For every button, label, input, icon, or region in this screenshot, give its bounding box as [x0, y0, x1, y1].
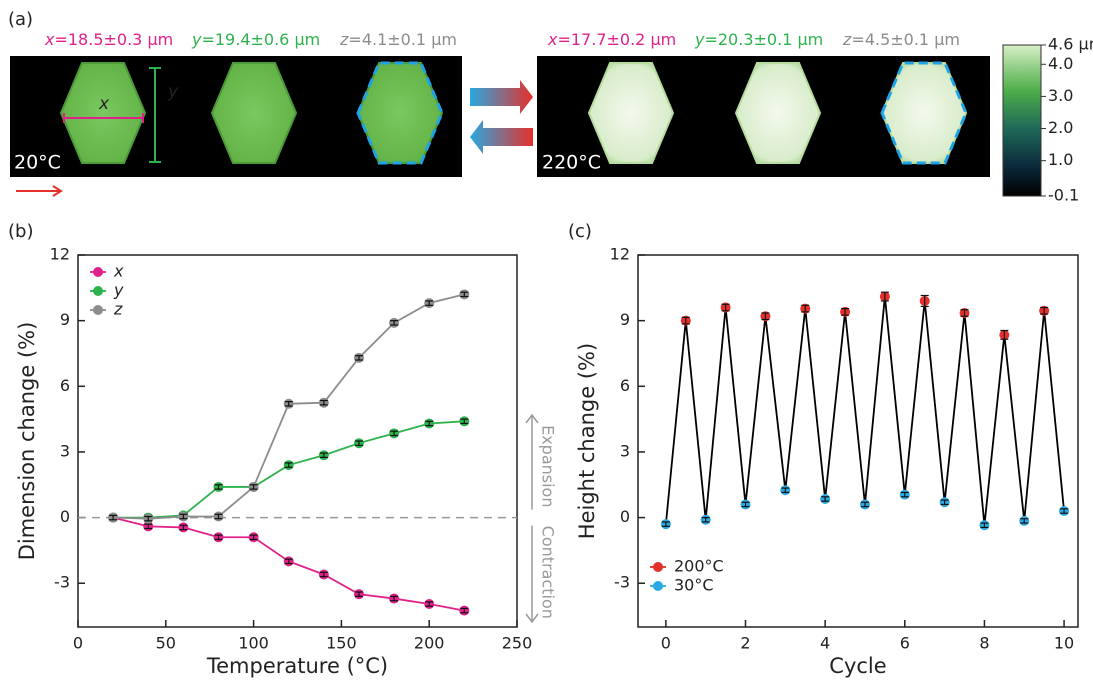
- y-tick-label: 6: [620, 376, 630, 395]
- crystal: [587, 62, 675, 164]
- x-tick-label: 0: [661, 634, 671, 653]
- colorbar-tick-label: 3.0: [1048, 86, 1073, 105]
- x-tick-label: 200: [414, 634, 445, 653]
- legend-label: 30°C: [674, 576, 714, 595]
- colorbar-tick-label: -0.1: [1048, 186, 1079, 205]
- panel-label: (c): [568, 221, 592, 242]
- dimension-symbol: y: [694, 30, 705, 49]
- y-tick-label: 9: [620, 310, 630, 329]
- x-tick-label: 0: [73, 634, 83, 653]
- panel-label: (a): [8, 9, 33, 30]
- y-tick-label: 0: [620, 507, 630, 526]
- x-tick-label: 50: [156, 634, 176, 653]
- dimension-label: y=20.3±0.1 μm: [694, 30, 823, 49]
- dimension-label: x=17.7±0.2 μm: [547, 30, 676, 49]
- y-tick-label: 12: [610, 245, 630, 264]
- dimension-symbol: y: [191, 30, 202, 49]
- x-tick-label: 8: [979, 634, 989, 653]
- heating-arrow: [470, 80, 533, 114]
- legend-marker: [653, 562, 663, 572]
- legend-marker: [93, 286, 103, 296]
- colorbar: [1002, 44, 1042, 197]
- y-tick-label: 3: [60, 441, 70, 460]
- colorbar-tick-label: 1.0: [1048, 150, 1073, 169]
- plot-frame: [637, 254, 1079, 628]
- expansion-arrow-head: [525, 413, 539, 424]
- y-tick-label: 0: [60, 507, 70, 526]
- y-tick-label: -3: [54, 573, 70, 592]
- height-marker-label: y: [167, 82, 179, 102]
- dimension-label: z=4.1±0.1 μm: [339, 30, 457, 49]
- x-tick-label: 2: [740, 634, 750, 653]
- y-tick-label: 3: [620, 441, 630, 460]
- legend-marker: [653, 581, 663, 591]
- dimension-symbol: z: [339, 30, 349, 49]
- legend-marker: [93, 267, 103, 277]
- colorbar-tick-label: 4.6 μm: [1048, 35, 1093, 54]
- width-marker-label: x: [98, 94, 110, 114]
- legend-label: z: [113, 300, 123, 319]
- contraction-arrow-head: [525, 613, 539, 624]
- dimension-value: =4.1±0.1 μm: [348, 30, 457, 49]
- crystal: [734, 62, 822, 164]
- annotation: Contraction: [539, 526, 558, 619]
- y-axis-label: Dimension change (%): [15, 322, 39, 561]
- legend-label: y: [113, 281, 124, 300]
- plot-frame: [77, 254, 518, 628]
- dimension-value: =18.5±0.3 μm: [54, 30, 173, 49]
- temperature-label: 220°C: [542, 152, 601, 174]
- x-tick-label: 6: [900, 634, 910, 653]
- y-tick-label: 6: [60, 376, 70, 395]
- legend-label: 200°C: [674, 557, 724, 576]
- direction-arrow-head: [52, 185, 63, 197]
- x-tick-label: 4: [820, 634, 830, 653]
- dimension-symbol: z: [842, 30, 852, 49]
- colorbar-tick-label: 4.0: [1048, 54, 1073, 73]
- y-axis-label: Height change (%): [575, 343, 599, 539]
- legend-marker: [93, 305, 103, 315]
- dimension-label: z=4.5±0.1 μm: [842, 30, 960, 49]
- y-tick-label: 12: [50, 245, 70, 264]
- x-tick-label: 250: [502, 634, 533, 653]
- crystal: [59, 62, 147, 164]
- dimension-value: =20.3±0.1 μm: [704, 30, 823, 49]
- y-tick-label: 9: [60, 310, 70, 329]
- dimension-symbol: x: [44, 30, 55, 49]
- cooling-arrow: [470, 120, 533, 154]
- x-axis-label: Cycle: [829, 654, 886, 678]
- x-tick-label: 100: [238, 634, 269, 653]
- dimension-value: =19.4±0.6 μm: [201, 30, 320, 49]
- temperature-label: 20°C: [14, 152, 61, 174]
- crystal-outline: [356, 61, 444, 165]
- x-axis-label: Temperature (°C): [206, 654, 388, 678]
- dimension-symbol: x: [547, 30, 558, 49]
- x-tick-label: 150: [326, 634, 357, 653]
- annotation: Expansion: [539, 425, 558, 507]
- colorbar-tick-label: 2.0: [1048, 118, 1073, 137]
- legend-label: x: [113, 262, 124, 281]
- dimension-value: =4.5±0.1 μm: [851, 30, 960, 49]
- panel-label: (b): [8, 221, 33, 242]
- crystal: [210, 62, 298, 164]
- crystal-outline: [880, 61, 968, 165]
- dimension-value: =17.7±0.2 μm: [557, 30, 676, 49]
- dimension-label: y=19.4±0.6 μm: [191, 30, 320, 49]
- y-tick-label: -3: [614, 573, 630, 592]
- x-tick-label: 10: [1054, 634, 1074, 653]
- dimension-label: x=18.5±0.3 μm: [44, 30, 173, 49]
